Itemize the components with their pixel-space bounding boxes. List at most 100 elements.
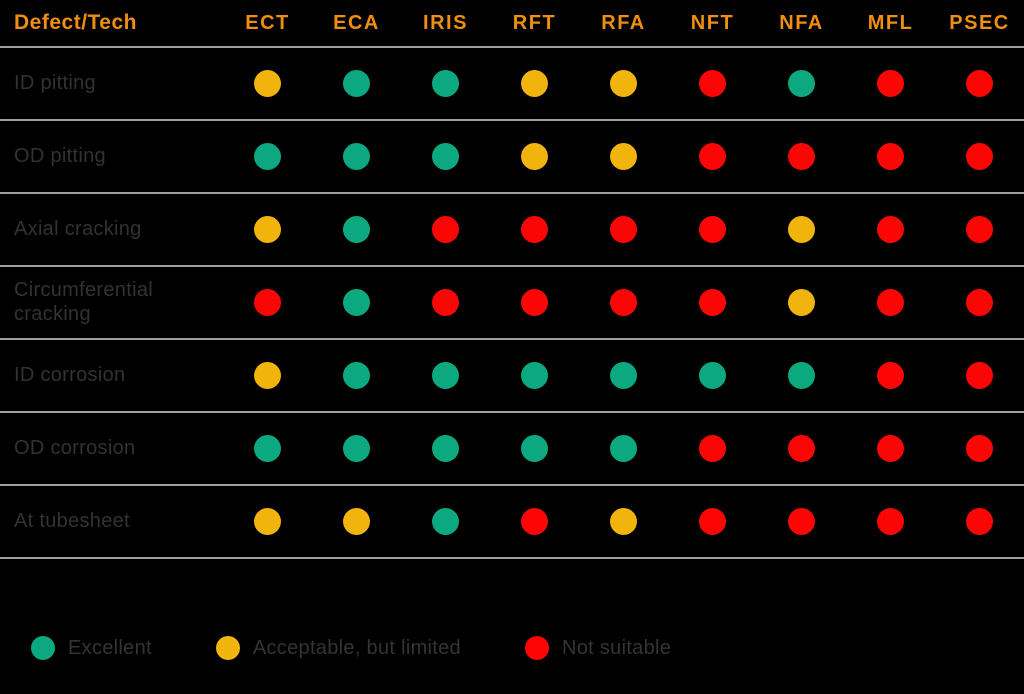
rating-dot-excellent-icon <box>343 435 370 462</box>
legend-dot-not-suitable-icon <box>524 636 549 660</box>
rating-cell <box>401 508 490 535</box>
rating-dot-excellent-icon <box>343 70 370 97</box>
rating-cell <box>312 289 401 316</box>
rating-cell <box>757 70 846 97</box>
tech-column-header-nfa: NFA <box>779 11 824 34</box>
rating-cell <box>935 435 1024 462</box>
rating-dot-acceptable-icon <box>254 362 281 389</box>
rating-cell <box>935 362 1024 389</box>
rating-cell <box>223 289 312 316</box>
rating-dot-acceptable-icon <box>788 216 815 243</box>
rating-dot-acceptable-icon <box>788 289 815 316</box>
rating-cell <box>312 216 401 243</box>
rating-dot-acceptable-icon <box>343 508 370 535</box>
rating-dot-acceptable-icon <box>610 508 637 535</box>
rating-dot-excellent-icon <box>432 143 459 170</box>
rating-cell <box>490 362 579 389</box>
rating-dot-not-suitable-icon <box>699 289 726 316</box>
defect-row-label: At tubesheet <box>14 509 130 532</box>
tech-column-header-mfl: MFL <box>867 11 914 34</box>
rating-dot-not-suitable-icon <box>521 216 548 243</box>
rating-dot-acceptable-icon <box>521 70 548 97</box>
defect-row-label: ID corrosion <box>14 363 126 386</box>
rating-dot-not-suitable-icon <box>966 216 993 243</box>
tech-column-header-rft: RFT <box>512 11 557 34</box>
rating-dot-excellent-icon <box>432 508 459 535</box>
rating-dot-not-suitable-icon <box>877 216 904 243</box>
rating-dot-not-suitable-icon <box>877 435 904 462</box>
rating-dot-not-suitable-icon <box>966 143 993 170</box>
rating-dot-not-suitable-icon <box>788 508 815 535</box>
rating-dot-not-suitable-icon <box>966 435 993 462</box>
rating-dot-not-suitable-icon <box>254 289 281 316</box>
table-row: OD corrosion <box>0 413 1024 486</box>
rating-dot-not-suitable-icon <box>877 289 904 316</box>
rating-dot-not-suitable-icon <box>610 216 637 243</box>
rating-cell <box>401 70 490 97</box>
rating-dot-not-suitable-icon <box>699 70 726 97</box>
rating-cell <box>846 362 935 389</box>
rating-cell <box>401 143 490 170</box>
tech-column-header-psec: PSEC <box>949 11 1010 34</box>
rating-cell <box>223 508 312 535</box>
rating-cell <box>668 435 757 462</box>
rating-cell <box>223 362 312 389</box>
rating-dot-not-suitable-icon <box>699 216 726 243</box>
rating-cell <box>401 216 490 243</box>
rating-cell <box>935 508 1024 535</box>
rating-cell <box>312 70 401 97</box>
rating-dot-not-suitable-icon <box>788 435 815 462</box>
rating-dot-excellent-icon <box>788 70 815 97</box>
legend-item-acceptable: Acceptable, but limited <box>215 636 461 660</box>
rating-dot-excellent-icon <box>343 289 370 316</box>
rating-dot-not-suitable-icon <box>788 143 815 170</box>
table-row: ID pitting <box>0 48 1024 121</box>
rating-cell <box>935 216 1024 243</box>
defect-row-label: OD corrosion <box>14 436 136 459</box>
rating-cell <box>668 70 757 97</box>
defect-row-label: OD pitting <box>14 144 106 167</box>
rating-cell <box>312 435 401 462</box>
table-row: Axial cracking <box>0 194 1024 267</box>
rating-dot-excellent-icon <box>343 143 370 170</box>
rating-dot-not-suitable-icon <box>966 70 993 97</box>
rating-dot-not-suitable-icon <box>432 216 459 243</box>
rating-cell <box>223 216 312 243</box>
rating-cell <box>935 143 1024 170</box>
rating-dot-excellent-icon <box>254 143 281 170</box>
rating-dot-not-suitable-icon <box>966 362 993 389</box>
rating-dot-excellent-icon <box>432 70 459 97</box>
legend-label: Not suitable <box>561 636 672 659</box>
defect-tech-header: Defect/Tech <box>14 11 137 34</box>
rating-cell <box>668 216 757 243</box>
rating-cell <box>935 289 1024 316</box>
table-row: OD pitting <box>0 121 1024 194</box>
legend-dot-acceptable-icon <box>215 636 240 660</box>
rating-cell <box>401 362 490 389</box>
rating-dot-not-suitable-icon <box>966 289 993 316</box>
rating-dot-excellent-icon <box>788 362 815 389</box>
rating-dot-acceptable-icon <box>610 143 637 170</box>
rating-dot-not-suitable-icon <box>521 508 548 535</box>
rating-cell <box>490 143 579 170</box>
rating-dot-excellent-icon <box>521 435 548 462</box>
rating-cell <box>490 435 579 462</box>
rating-cell <box>579 362 668 389</box>
legend-item-not-suitable: Not suitable <box>524 636 672 660</box>
rating-cell <box>579 216 668 243</box>
legend-dot-excellent-icon <box>31 636 55 660</box>
rating-dot-excellent-icon <box>254 435 281 462</box>
rating-cell <box>312 143 401 170</box>
rating-cell <box>668 289 757 316</box>
rating-dot-excellent-icon <box>343 216 370 243</box>
defect-row-label: Axial cracking <box>14 217 142 240</box>
rating-dot-excellent-icon <box>610 435 637 462</box>
rating-cell <box>757 216 846 243</box>
rating-dot-acceptable-icon <box>521 143 548 170</box>
rating-dot-acceptable-icon <box>254 216 281 243</box>
rating-dot-not-suitable-icon <box>877 70 904 97</box>
rating-cell <box>223 70 312 97</box>
rating-cell <box>490 289 579 316</box>
rating-cell <box>757 508 846 535</box>
legend-label: Acceptable, but limited <box>252 636 461 659</box>
